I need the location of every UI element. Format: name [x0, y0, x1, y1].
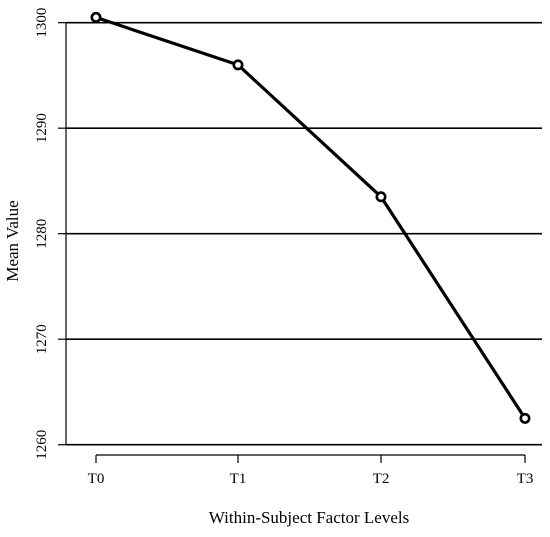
- x-tick-label-T3: T3: [517, 471, 534, 487]
- data-point-T3: [519, 412, 531, 424]
- gridlines: [66, 21, 542, 446]
- x-tick-label-T2: T2: [373, 471, 390, 487]
- data-series: [90, 11, 531, 424]
- series-line: [95, 15, 527, 420]
- y-tick-label-1290: 1290: [34, 113, 50, 143]
- data-point-T1: [232, 59, 244, 71]
- y-tick-label-1270: 1270: [34, 324, 50, 354]
- y-tick-label-1300: 1300: [34, 8, 50, 38]
- x-tick-label-T1: T1: [230, 471, 247, 487]
- y-tick-label-1280: 1280: [34, 219, 50, 249]
- axes: 1260 1270 1280 1290 1300 T0 T1 T2 T3: [34, 8, 533, 487]
- data-point-T2: [375, 191, 387, 203]
- y-axis-label: Mean Value: [3, 200, 22, 281]
- x-tick-label-T0: T0: [88, 471, 105, 487]
- x-axis-label: Within-Subject Factor Levels: [209, 508, 409, 527]
- data-point-T0: [90, 11, 102, 23]
- y-tick-label-1260: 1260: [34, 430, 50, 460]
